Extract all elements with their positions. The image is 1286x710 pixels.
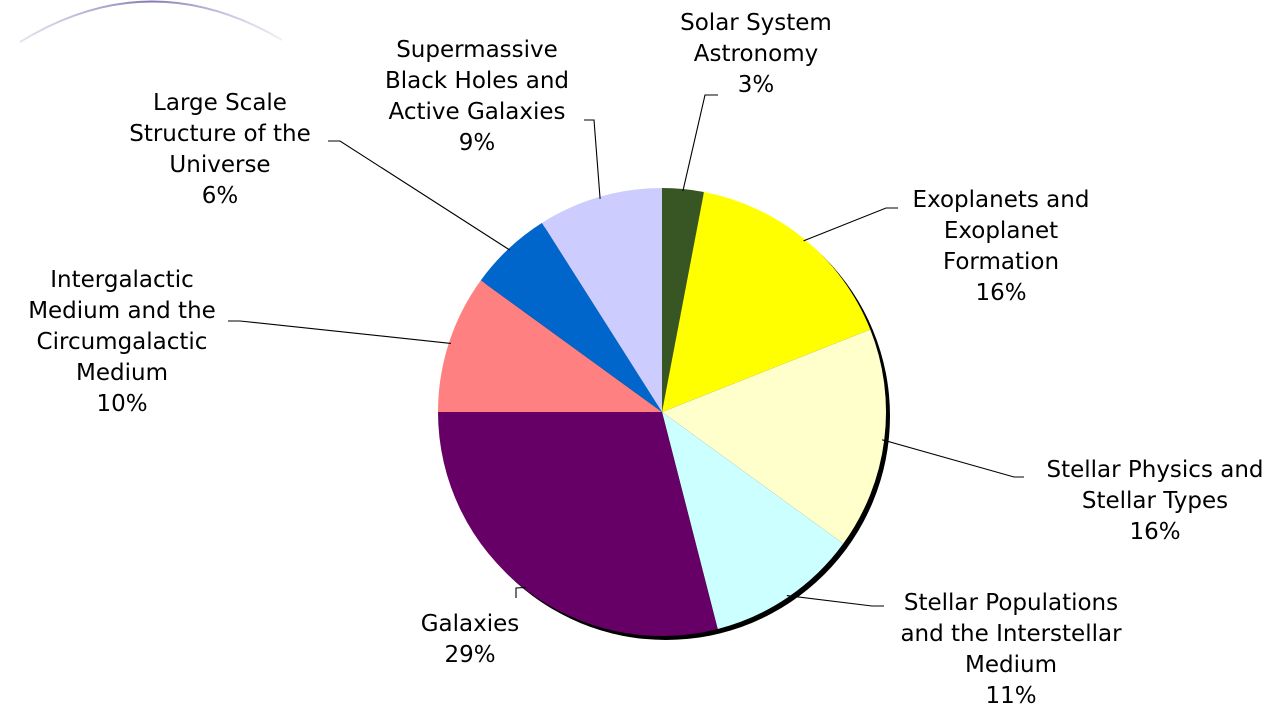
leader-line-intergalactic-medium-and-the-circumgalactic-medium	[228, 320, 451, 344]
pie-slice-exoplanets-and-exoplanet-formation	[662, 191, 871, 412]
slice-label-line: Stellar Physics and	[1046, 457, 1263, 483]
pie-slice-stellar-physics-and-stellar-types	[662, 329, 886, 544]
slice-label-intergalactic-medium-and-the-circumgalactic-medium: Intergalactic Medium and the Circumgalacti…	[28, 267, 216, 417]
slice-label-stellar-physics-and-stellar-types: Stellar Physics and Stellar Types 16%	[1046, 457, 1263, 545]
leader-line-supermassive-black-holes-and-active-galaxies	[584, 119, 601, 199]
slice-label-line: Medium	[76, 360, 168, 386]
slice-label-line: Solar System	[680, 10, 832, 36]
slice-label-line: Intergalactic	[50, 267, 193, 293]
pie-slice-stellar-populations-and-the-interstellar-medium	[662, 412, 844, 629]
pie-slice-large-scale-structure-of-the-universe	[480, 222, 662, 412]
leader-line-solar-system-astronomy	[682, 94, 718, 192]
slice-label-line: Stellar Types	[1082, 488, 1228, 514]
slice-label-line: Astronomy	[694, 41, 818, 67]
label-leader-lines	[228, 94, 1024, 607]
slice-label-line: Circumgalactic	[37, 329, 208, 355]
leader-line-stellar-populations-and-the-interstellar-medium	[786, 595, 884, 607]
slice-label-line: Black Holes and	[385, 68, 569, 94]
slice-label-line: Galaxies	[421, 611, 520, 637]
slice-label-exoplanets-and-exoplanet-formation: Exoplanets and Exoplanet Formation 16%	[913, 187, 1090, 306]
slice-label-solar-system-astronomy: Solar System Astronomy 3%	[680, 10, 832, 98]
leader-line-exoplanets-and-exoplanet-formation	[803, 207, 898, 242]
slice-label-galaxies: Galaxies 29%	[421, 611, 520, 668]
slice-label-line: Universe	[169, 152, 270, 178]
slice-label-line: Structure of the	[129, 121, 311, 147]
slice-percent-solar-system-astronomy: 3%	[738, 72, 775, 98]
slice-labels: Solar System Astronomy 3%Exoplanets and Exo…	[28, 10, 1263, 709]
slice-percent-large-scale-structure-of-the-universe: 6%	[202, 183, 239, 209]
slice-percent-intergalactic-medium-and-the-circumgalactic-medium: 10%	[96, 391, 147, 417]
slice-percent-supermassive-black-holes-and-active-galaxies: 9%	[459, 130, 496, 156]
slice-label-line: Exoplanets and	[913, 187, 1090, 213]
slice-label-supermassive-black-holes-and-active-galaxies: Supermassive Black Holes and Active Galaxi…	[385, 37, 569, 156]
decorative-arc	[19, 0, 283, 43]
slice-label-large-scale-structure-of-the-universe: Large Scale Structure of the Universe 6%	[129, 90, 311, 209]
slice-label-line: Stellar Populations	[904, 590, 1118, 616]
slice-percent-galaxies: 29%	[444, 642, 495, 668]
slice-label-line: Medium and the	[28, 298, 216, 324]
slice-label-line: Medium	[965, 652, 1057, 678]
pie-slice-solar-system-astronomy	[662, 188, 704, 412]
slice-percent-stellar-physics-and-stellar-types: 16%	[1129, 519, 1180, 545]
leader-line-stellar-physics-and-stellar-types	[882, 439, 1024, 478]
pie-slices	[438, 188, 886, 636]
slice-percent-stellar-populations-and-the-interstellar-medium: 11%	[985, 683, 1036, 709]
slice-label-stellar-populations-and-the-interstellar-medium: Stellar Populations and the Interstellar M…	[900, 590, 1122, 709]
slice-label-line: Exoplanet	[944, 218, 1058, 244]
slice-label-line: Large Scale	[153, 90, 287, 116]
slice-label-line: Formation	[943, 249, 1059, 275]
leader-line-large-scale-structure-of-the-universe	[328, 140, 511, 251]
pie-slice-intergalactic-medium-and-the-circumgalactic-medium	[438, 280, 662, 412]
pie-slice-supermassive-black-holes-and-active-galaxies	[541, 188, 662, 412]
slice-label-line: Active Galaxies	[389, 99, 566, 125]
pie-slice-galaxies	[438, 412, 718, 636]
slice-label-line: and the Interstellar	[900, 621, 1122, 647]
slice-percent-exoplanets-and-exoplanet-formation: 16%	[975, 280, 1026, 306]
slice-label-line: Supermassive	[396, 37, 558, 63]
leader-line-galaxies	[515, 586, 526, 598]
